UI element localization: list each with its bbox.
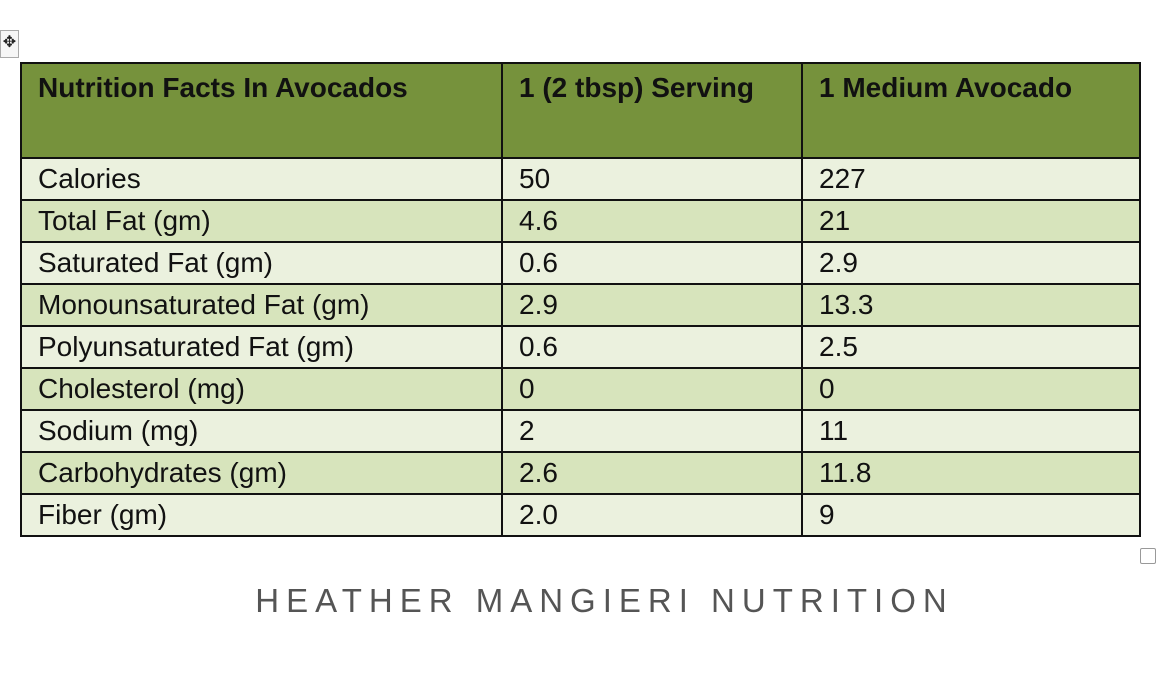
- table-cell: Carbohydrates (gm): [20, 451, 503, 495]
- table-cell: 2.9: [801, 241, 1141, 285]
- table-cell: 11.8: [801, 451, 1141, 495]
- table-cell: 50: [501, 157, 803, 201]
- table-cell: Sodium (mg): [20, 409, 503, 453]
- table-cell: Monounsaturated Fat (gm): [20, 283, 503, 327]
- table-cell: 13.3: [801, 283, 1141, 327]
- table-cell: 9: [801, 493, 1141, 537]
- header-cell: 1 Medium Avocado: [801, 62, 1141, 159]
- table-row: Cholesterol (mg) 0 0: [20, 367, 1141, 411]
- table-move-handle-icon[interactable]: ✥: [0, 30, 19, 58]
- table-cell: 2.9: [501, 283, 803, 327]
- table-cell: Fiber (gm): [20, 493, 503, 537]
- table-cell: 4.6: [501, 199, 803, 243]
- table-row: Calories 50 227: [20, 157, 1141, 201]
- table-cell: 11: [801, 409, 1141, 453]
- table-resize-handle-icon[interactable]: [1140, 548, 1156, 564]
- table-cell: 21: [801, 199, 1141, 243]
- table-cell: 0: [801, 367, 1141, 411]
- table-cell: 2: [501, 409, 803, 453]
- table-cell: 0.6: [501, 241, 803, 285]
- table-cell: 227: [801, 157, 1141, 201]
- table-row: Monounsaturated Fat (gm) 2.9 13.3: [20, 283, 1141, 327]
- table-cell: Saturated Fat (gm): [20, 241, 503, 285]
- header-cell: Nutrition Facts In Avocados: [20, 62, 503, 159]
- table-cell: 2.6: [501, 451, 803, 495]
- table-cell: Cholesterol (mg): [20, 367, 503, 411]
- table-row: Carbohydrates (gm) 2.6 11.8: [20, 451, 1141, 495]
- table-row: Saturated Fat (gm) 0.6 2.9: [20, 241, 1141, 285]
- table-cell: 0: [501, 367, 803, 411]
- table-cell: 0.6: [501, 325, 803, 369]
- table-cell: 2.0: [501, 493, 803, 537]
- table-cell: Total Fat (gm): [20, 199, 503, 243]
- table-row: Fiber (gm) 2.0 9: [20, 493, 1141, 537]
- table-row: Total Fat (gm) 4.6 21: [20, 199, 1141, 243]
- nutrition-table: Nutrition Facts In Avocados 1 (2 tbsp) S…: [20, 62, 1141, 537]
- header-cell: 1 (2 tbsp) Serving: [501, 62, 803, 159]
- table-cell: Polyunsaturated Fat (gm): [20, 325, 503, 369]
- table-row: Polyunsaturated Fat (gm) 0.6 2.5: [20, 325, 1141, 369]
- header-row: Nutrition Facts In Avocados 1 (2 tbsp) S…: [20, 62, 1141, 159]
- table-cell: 2.5: [801, 325, 1141, 369]
- table-cell: Calories: [20, 157, 503, 201]
- footer-brand: HEATHER MANGIERI NUTRITION: [255, 582, 954, 619]
- table-row: Sodium (mg) 2 11: [20, 409, 1141, 453]
